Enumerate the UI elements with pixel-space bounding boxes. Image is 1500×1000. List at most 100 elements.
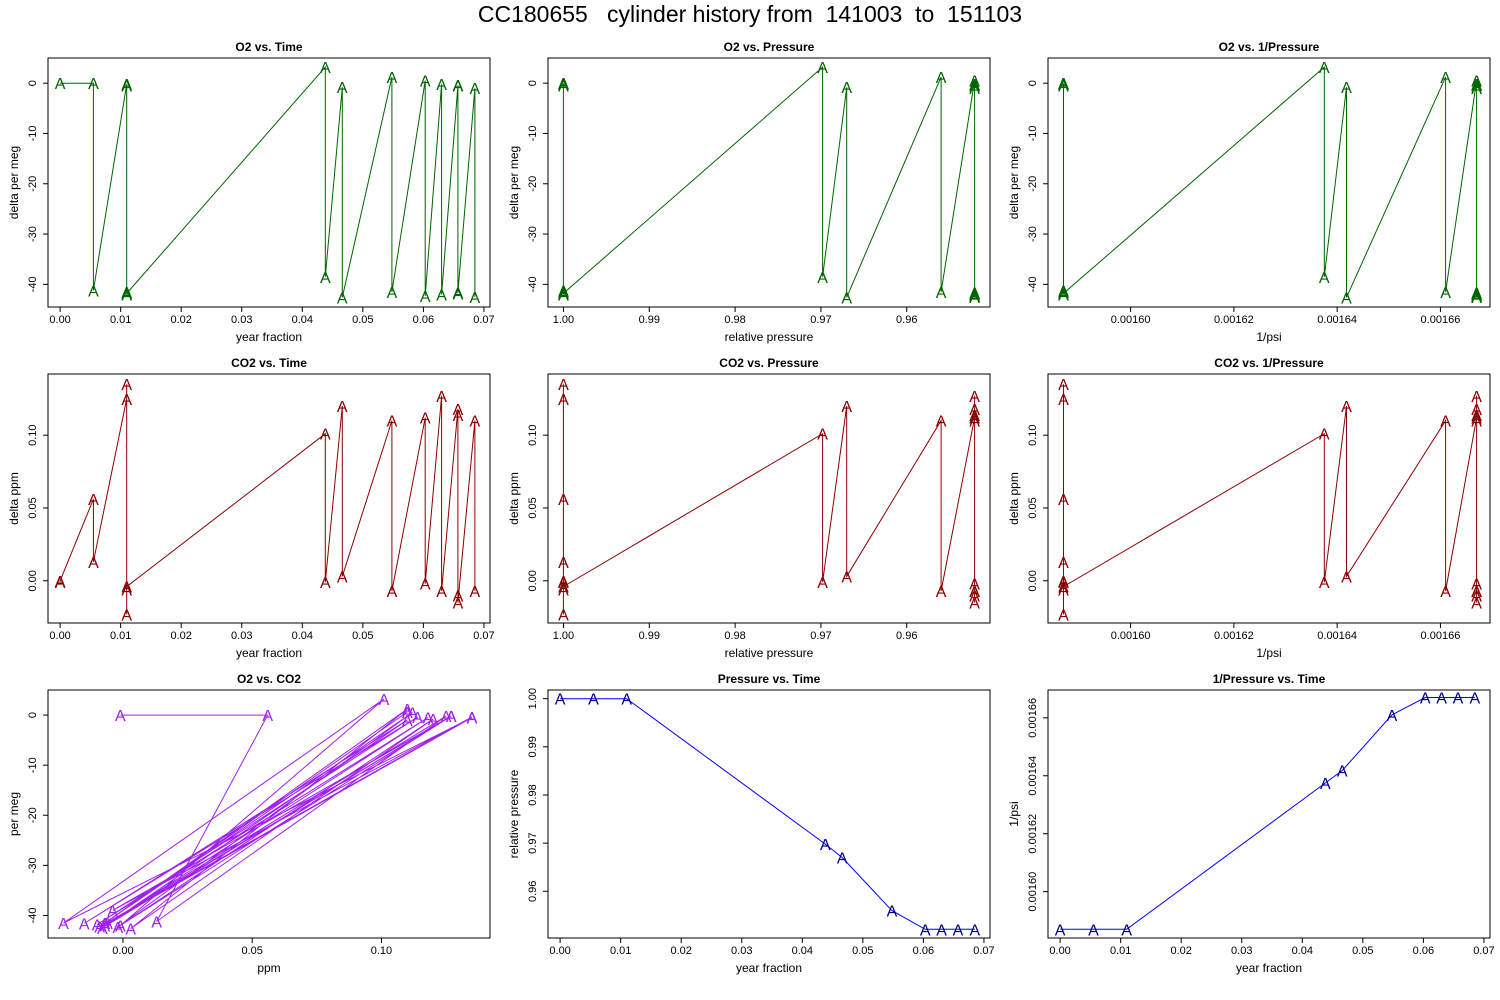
x-tick-label: 0.00162	[1214, 314, 1254, 326]
data-point-marker: A	[1436, 691, 1447, 708]
x-tick-label: 0.97	[810, 630, 831, 642]
data-point-marker: A	[88, 555, 99, 572]
x-tick-label: 0.05	[241, 945, 262, 957]
series-line	[1063, 66, 1478, 298]
series-line	[59, 384, 476, 615]
x-tick-label: 0.03	[1231, 945, 1252, 957]
data-point-marker: A	[1471, 290, 1482, 307]
x-tick-label: 0.05	[352, 630, 373, 642]
data-point-marker: A	[920, 922, 931, 939]
data-point-marker: A	[1471, 286, 1482, 303]
data-point-marker: A	[841, 290, 852, 307]
data-point-marker: A	[115, 918, 126, 935]
x-tick-label: 0.00160	[1111, 630, 1151, 642]
plot-frame	[547, 689, 991, 939]
data-point-marker: A	[1055, 922, 1066, 939]
y-tick-label: -20	[527, 176, 539, 192]
subplot-title: O2 vs. CO2	[237, 672, 301, 686]
y-tick-label: 0.00164	[1027, 756, 1039, 796]
data-point-marker: A	[936, 414, 947, 431]
x-axis-label: relative pressure	[725, 646, 814, 660]
subplot-title: O2 vs. Time	[235, 40, 302, 54]
data-point-marker: A	[470, 290, 481, 307]
x-tick-label: 0.04	[1292, 945, 1313, 957]
data-point-marker: A	[558, 377, 569, 394]
data-point-marker: A	[555, 692, 566, 709]
data-point-marker: A	[402, 702, 413, 719]
x-tick-label: 0.99	[639, 630, 660, 642]
x-tick-label: 0.97	[810, 314, 831, 326]
y-tick-label: -20	[27, 176, 39, 192]
x-tick-label: 0.10	[371, 945, 392, 957]
data-point-marker: A	[1471, 78, 1482, 95]
data-point-marker: A	[387, 414, 398, 431]
series-line	[562, 65, 976, 298]
data-point-marker: A	[1319, 60, 1330, 77]
data-point-marker: A	[1058, 583, 1069, 600]
series-line	[562, 384, 976, 615]
data-point-marker: A	[1341, 569, 1352, 586]
data-point-marker: A	[453, 596, 464, 613]
data-point-marker: A	[453, 78, 464, 95]
subplot-2: O2 vs. 1/Pressure 0.00160 0.00162 0.00164 0.…	[1007, 40, 1491, 344]
data-point-marker: A	[1471, 79, 1482, 96]
subplot-title: CO2 vs. Time	[231, 356, 307, 370]
x-tick-label: 0.96	[896, 630, 917, 642]
x-tick-label: 0.02	[170, 630, 191, 642]
data-point-marker: A	[820, 837, 831, 854]
data-point-marker: A	[121, 580, 132, 597]
subplot-5: CO2 vs. 1/Pressure 0.00160 0.00162 0.00164 0…	[1007, 356, 1491, 660]
data-point-marker: A	[121, 392, 132, 409]
x-tick-label: 0.00	[49, 314, 70, 326]
data-point-marker: A	[337, 569, 348, 586]
data-point-marker: A	[841, 80, 852, 97]
data-point-marker: A	[1420, 691, 1431, 708]
data-point-marker: A	[969, 287, 980, 304]
x-tick-label: 0.07	[473, 314, 494, 326]
subplot-title: Pressure vs. Time	[718, 672, 821, 686]
data-point-marker: A	[558, 392, 569, 409]
y-tick-label: -20	[27, 807, 39, 823]
y-tick-label: 0.96	[527, 881, 539, 902]
data-point-marker: A	[115, 708, 126, 725]
data-point-marker: A	[379, 692, 390, 709]
data-point-marker: A	[88, 76, 99, 93]
data-point-marker: A	[817, 60, 828, 77]
x-tick-label: 0.04	[292, 314, 313, 326]
data-point-marker: A	[1058, 575, 1069, 592]
data-point-marker: A	[558, 77, 569, 94]
data-point-marker: A	[121, 607, 132, 624]
data-point-marker: A	[112, 920, 123, 937]
y-tick-label: 0.97	[527, 832, 539, 853]
data-point-marker: A	[436, 389, 447, 406]
x-axis-label: year fraction	[236, 330, 302, 344]
data-point-marker: A	[121, 77, 132, 94]
x-tick-label: 0.02	[670, 945, 691, 957]
x-tick-label: 1.00	[553, 314, 574, 326]
data-point-marker: A	[969, 285, 980, 302]
x-tick-label: 0.00160	[1111, 314, 1151, 326]
data-point-marker: A	[428, 712, 439, 729]
data-point-marker: A	[337, 399, 348, 416]
data-point-marker: A	[1471, 414, 1482, 431]
data-point-marker: A	[558, 286, 569, 303]
data-point-marker: A	[1470, 691, 1481, 708]
data-point-marker: A	[420, 411, 431, 428]
x-tick-label: 0.05	[1352, 945, 1373, 957]
x-axis-label: year fraction	[236, 646, 302, 660]
subplot-title: CO2 vs. 1/Pressure	[1214, 356, 1324, 370]
x-tick-label: 0.06	[413, 630, 434, 642]
data-point-marker: A	[470, 414, 481, 431]
data-point-marker: A	[1440, 584, 1451, 601]
x-axis-label: 1/psi	[1256, 330, 1281, 344]
data-point-marker: A	[467, 710, 478, 727]
y-tick-label: 0	[27, 712, 39, 718]
x-tick-label: 0.07	[473, 630, 494, 642]
data-point-marker: A	[1471, 74, 1482, 91]
data-point-marker: A	[1471, 411, 1482, 428]
data-point-marker: A	[125, 921, 136, 938]
y-axis-label: per meg	[7, 792, 21, 836]
plot-frame	[547, 373, 991, 624]
data-point-marker: A	[621, 692, 632, 709]
data-point-marker: A	[837, 851, 848, 868]
